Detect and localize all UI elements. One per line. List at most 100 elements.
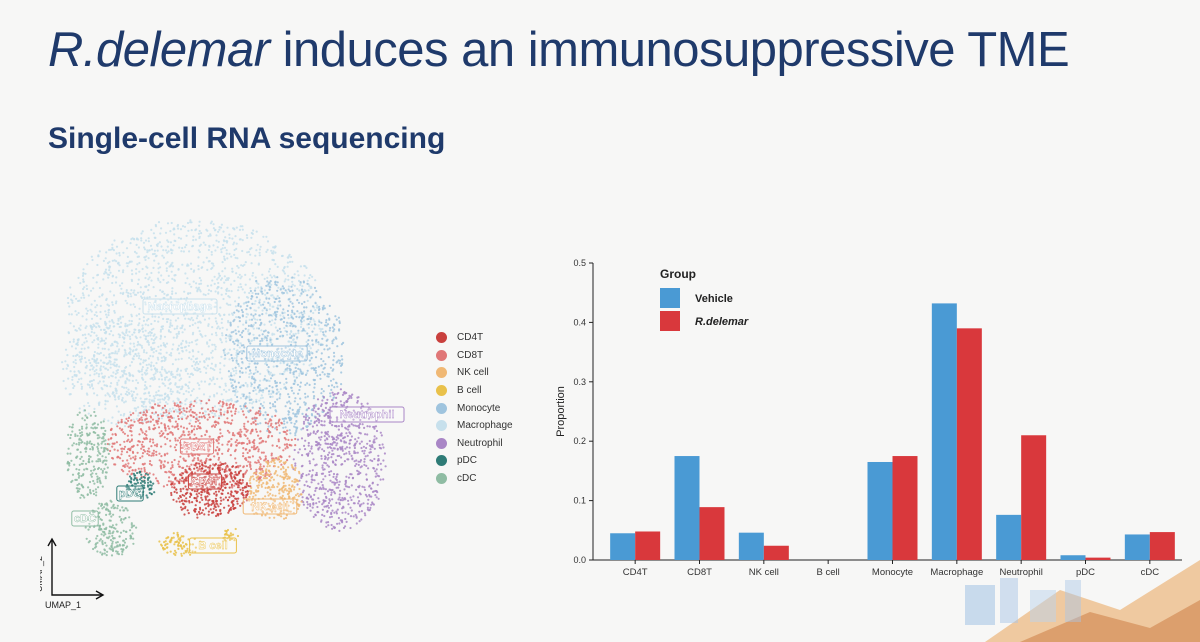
legend-dot [436, 402, 447, 414]
bar-vehicle-nk-cell [738, 532, 764, 560]
y-tick-label: 0.5 [573, 258, 586, 268]
y-tick-label: 0.3 [573, 377, 586, 387]
y-tick-label: 0.1 [573, 496, 586, 506]
umap-label-b-cell: B cell [189, 537, 237, 554]
bar-vehicle-macrophage [931, 303, 957, 560]
umap-cluster-monocyte [222, 276, 345, 437]
x-tick-label: CD4T [623, 567, 648, 578]
umap-label-pdc: pDC [116, 485, 144, 502]
slide-subtitle: Single-cell RNA sequencing [48, 122, 446, 155]
umap-label-text: NK cell [251, 501, 288, 513]
y-axis-label: Proportion [555, 386, 567, 437]
umap-points [61, 219, 387, 557]
legend-label: Macrophage [457, 420, 513, 432]
bar-vehicle-cd4t [610, 533, 636, 560]
umap-cluster-labels: Macrophage Monocyte Neutrophil CD8T CD4T NK c… [71, 298, 405, 554]
x-tick-label: Neutrophil [1000, 567, 1043, 578]
legend-item-macrophage: Macrophage [436, 417, 513, 435]
umap-x-label: UMAP_1 [45, 600, 81, 610]
umap-label-cd4t: CD4T [187, 473, 223, 490]
legend-label: CD4T [457, 332, 484, 344]
legend-item-neutrophil: Neutrophil [436, 435, 513, 453]
chart-legend-title: Group [660, 267, 696, 281]
bar-vehicle-cd8t [674, 456, 700, 560]
umap-label-text: Neutrophil [340, 409, 395, 421]
legend-label-vehicle: Vehicle [695, 293, 733, 305]
y-tick-label: 0.0 [573, 555, 586, 565]
chart-legend: Group Vehicle R.delemar [660, 267, 749, 331]
umap-label-neutrophil: Neutrophil [329, 406, 405, 423]
umap-label-macrophage: Macrophage [142, 298, 218, 315]
umap-label-text: Macrophage [148, 301, 213, 313]
legend-dot [436, 332, 447, 344]
legend-label: Neutrophil [457, 437, 503, 449]
legend-item-monocyte: Monocyte [436, 399, 513, 417]
umap-plot: Macrophage Monocyte Neutrophil CD8T CD4T NK c… [40, 219, 405, 610]
legend-label: NK cell [457, 367, 489, 379]
legend-label: cDC [457, 473, 477, 485]
legend-item-cd8t: CD8T [436, 347, 513, 365]
umap-label-text: Monocyte [251, 348, 302, 360]
legend-item-pdc: pDC [436, 452, 513, 470]
x-tick-label: Monocyte [872, 567, 913, 578]
umap-label-cdc: cDC [71, 510, 99, 527]
legend-dot [436, 367, 447, 379]
bar-r-delemar-monocyte [892, 456, 918, 560]
legend-label: B cell [457, 385, 482, 397]
umap-cluster-cdc [84, 499, 138, 557]
bar-r-delemar-cd8t [699, 507, 725, 560]
x-tick-label: B cell [817, 567, 840, 578]
umap-cluster-cdc [66, 409, 111, 499]
bar-vehicle-monocyte [867, 461, 893, 560]
legend-label: CD8T [457, 349, 484, 361]
umap-cluster-b-cell [222, 527, 240, 542]
bar-vehicle-pdc [1060, 555, 1086, 560]
legend-item-b-cell: B cell [436, 382, 513, 400]
umap-axes [47, 537, 105, 600]
umap-label-nk-cell: NK cell [242, 498, 298, 515]
x-tick-label: CD8T [687, 567, 712, 578]
umap-cluster-neutrophil [292, 388, 387, 532]
umap-label-text: CD8T [183, 441, 212, 453]
legend-dot [436, 349, 447, 361]
legend-dot [436, 473, 447, 485]
bar-vehicle-cdc [1124, 534, 1150, 560]
legend-dot [436, 385, 447, 397]
bar-r-delemar-cdc [1149, 532, 1175, 560]
y-tick-label: 0.2 [573, 436, 586, 446]
legend-swatch-vehicle [660, 288, 680, 308]
umap-label-cd8t: CD8T [179, 438, 215, 455]
legend-label: pDC [457, 455, 478, 467]
legend-label-r-delemar: R.delemar [695, 316, 749, 328]
legend-dot [436, 455, 447, 467]
proportion-bar-chart: 0.0 0.1 0.2 0.3 0.4 0.5 Proportion CD4T CD8T NK c… [555, 258, 1182, 578]
legend-label: Monocyte [457, 402, 501, 414]
legend-item-cd4t: CD4T [436, 329, 513, 347]
x-tick-label: Macrophage [930, 567, 983, 578]
slide-title-italic: R.delemar [48, 23, 270, 77]
umap-cluster-cd4t [170, 458, 252, 519]
umap-legend: CD4T CD8T NK cell B cell Monocyte Macrophage N… [436, 329, 513, 487]
bar-r-delemar-nk-cell [763, 545, 789, 560]
slide-title-rest: induces an immunosuppressive TME [269, 23, 1070, 77]
umap-cluster-macrophage [66, 219, 327, 422]
umap-label-text: cDC [74, 513, 96, 525]
umap-label-monocyte: Monocyte [246, 345, 308, 362]
y-tick-label: 0.4 [573, 317, 586, 327]
umap-cluster-b-cell [158, 531, 202, 557]
bar-r-delemar-cd4t [635, 531, 661, 560]
umap-label-text: pDC [119, 488, 142, 500]
bar-vehicle-neutrophil [996, 514, 1022, 560]
bar-r-delemar-neutrophil [1021, 435, 1047, 560]
legend-swatch-r-delemar [660, 311, 680, 331]
x-tick-label: pDC [1076, 567, 1095, 578]
legend-dot [436, 420, 447, 432]
umap-label-text: B cell [198, 540, 227, 552]
x-tick-label: NK cell [749, 567, 779, 578]
bar-r-delemar-macrophage [956, 328, 982, 560]
bar-r-delemar-pdc [1085, 557, 1111, 560]
umap-y-label: UMAP_2 [40, 556, 44, 592]
umap-label-text: CD4T [191, 476, 220, 488]
x-tick-label: cDC [1141, 567, 1160, 578]
legend-dot [436, 437, 447, 449]
